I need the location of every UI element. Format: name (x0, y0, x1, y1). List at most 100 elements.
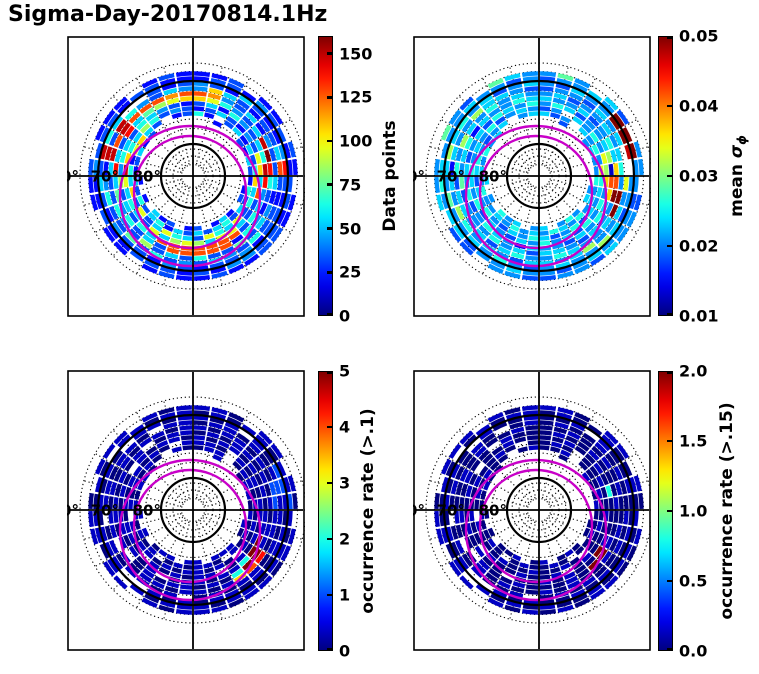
heatmap-tiles (434, 71, 644, 281)
polar-plot-svg: 60° 70° 80° (67, 36, 305, 317)
colorbar-tick (327, 425, 333, 429)
lat-tick-label: 80° (133, 502, 161, 520)
colorbar-tick-label: 125 (339, 87, 373, 107)
heatmap-tiles (88, 405, 298, 615)
colorbar-tick (327, 227, 333, 230)
colorbar-occurrence-gt-p1: 0 1 2 3 4 5 occurrence rate (>.1) (318, 362, 438, 661)
colorbar-tick-label: 150 (339, 44, 373, 63)
lat-tick-label: 70° (437, 168, 465, 186)
colorbar-tick-label: 0.0 (679, 641, 708, 661)
colorbar-tick (327, 593, 333, 597)
lat-tick-label: 70° (437, 502, 465, 520)
polar-plot-svg: 60° 70° 80° (413, 36, 651, 317)
colorbar-tick (667, 371, 673, 374)
colorbar-tick (667, 648, 673, 651)
polar-plot-svg: 60° 70° 80° (413, 370, 651, 651)
polar-plot-occurrence-gt-p1: 60° 70° 80° (67, 370, 305, 651)
auroral-oval-circles (464, 124, 608, 268)
colorbar-tick-label: 2 (339, 529, 351, 549)
axis-label-symbol: σ (726, 144, 747, 159)
colorbar-tick-label: 1.0 (679, 501, 708, 521)
colorbar-data-points: 0 25 50 75 100 125 150 Data points (318, 36, 438, 326)
colorbar-tick (327, 183, 333, 187)
colorbar-tick (667, 244, 673, 248)
colorbar-tick (327, 139, 333, 143)
colorbar-tick-label: 1 (339, 585, 351, 605)
colorbar-tick (667, 439, 673, 443)
colorbar-tick-label: 100 (339, 131, 373, 151)
crosshair (69, 38, 303, 315)
polar-plot-occurrence-gt-p15: 60° 70° 80° (413, 370, 651, 651)
colorbar-axis-label: mean σϕ (727, 135, 749, 217)
colorbar-tick-label: 0 (339, 641, 351, 661)
colorbar-gradient (318, 371, 333, 651)
oval-circle (464, 124, 608, 268)
oval-circle (478, 468, 594, 584)
figure-title: Sigma-Day-20170814.1Hz (8, 2, 328, 27)
crosshair (69, 372, 303, 649)
lat-tick-label: 70° (91, 168, 119, 186)
colorbar-axis-label: occurrence rate (>.1) (358, 408, 378, 614)
oval-circle (118, 124, 262, 268)
colorbar-tick-label: 0.03 (679, 166, 719, 186)
colorbar-tick-label: 1.5 (679, 431, 708, 451)
lat-tick-label: 60° (413, 502, 425, 520)
polar-plot-data-points: 60° 70° 80° (67, 36, 305, 317)
colorbar-tick-label: 50 (339, 219, 362, 238)
oval-circle (118, 458, 262, 602)
oval-circle (132, 468, 248, 584)
colorbar-tick-label: 0.05 (679, 26, 719, 46)
colorbar-tick (667, 174, 673, 178)
colorbar-tick (667, 579, 673, 583)
colorbar-tick-label: 4 (339, 417, 351, 437)
colorbar-tick-label: 0.5 (679, 571, 708, 591)
lat-tick-label: 80° (479, 168, 507, 186)
colorbar-mean-sigma-phi: 0.01 0.02 0.03 0.04 0.05 mean σϕ (658, 27, 759, 326)
polar-plot-mean-sigma-phi: 60° 70° 80° (413, 36, 651, 317)
lat-tick-label: 60° (413, 168, 425, 186)
lat-tick-label: 60° (67, 502, 79, 520)
colorbar-tick-label: 0.01 (679, 306, 719, 326)
auroral-oval-circles (118, 458, 262, 602)
colorbar-tick (327, 270, 333, 274)
crosshair (415, 38, 649, 315)
colorbar-tick (667, 313, 673, 316)
oval-circle (478, 134, 594, 250)
colorbar-tick (327, 648, 333, 651)
auroral-oval-circles (118, 124, 262, 268)
colorbar-tick (327, 52, 333, 55)
axis-label-prefix: mean (726, 158, 747, 217)
colorbar-tick-label: 3 (339, 473, 351, 493)
colorbar-occurrence-gt-p15: 0.0 0.5 1.0 1.5 2.0 occurrence rate (>.15) (658, 362, 759, 661)
colorbar-tick-label: 5 (339, 361, 351, 381)
colorbar-tick-label: 25 (339, 262, 362, 282)
colorbar-tick (667, 36, 673, 39)
heatmap-tiles (434, 405, 644, 615)
colorbar-gradient (318, 36, 333, 316)
colorbar-tick (327, 95, 333, 99)
colorbar-tick (667, 104, 673, 108)
colorbar-tick (327, 537, 333, 541)
colorbar-tick-label: 2.0 (679, 361, 708, 381)
colorbar-tick-label: 75 (339, 175, 362, 195)
colorbar-axis-label: occurrence rate (>.15) (717, 402, 737, 620)
crosshair (415, 372, 649, 649)
axis-label-subscript: ϕ (735, 135, 750, 145)
colorbar-tick (327, 371, 333, 374)
lat-tick-label: 70° (91, 502, 119, 520)
colorbar-tick (667, 509, 673, 513)
polar-plot-svg: 60° 70° 80° (67, 370, 305, 651)
auroral-oval-circles (464, 458, 608, 602)
colorbar-axis-label: Data points (380, 120, 400, 232)
colorbar-tick-label: 0.02 (679, 236, 719, 256)
oval-circle (464, 458, 608, 602)
colorbar-tick-label: 0.04 (679, 96, 719, 116)
lat-tick-label: 80° (479, 502, 507, 520)
colorbar-tick-label: 0 (339, 306, 351, 326)
colorbar-tick (327, 481, 333, 485)
lat-tick-label: 80° (133, 168, 161, 186)
oval-circle (132, 134, 248, 250)
lat-tick-label: 60° (67, 168, 79, 186)
colorbar-tick (327, 313, 333, 316)
